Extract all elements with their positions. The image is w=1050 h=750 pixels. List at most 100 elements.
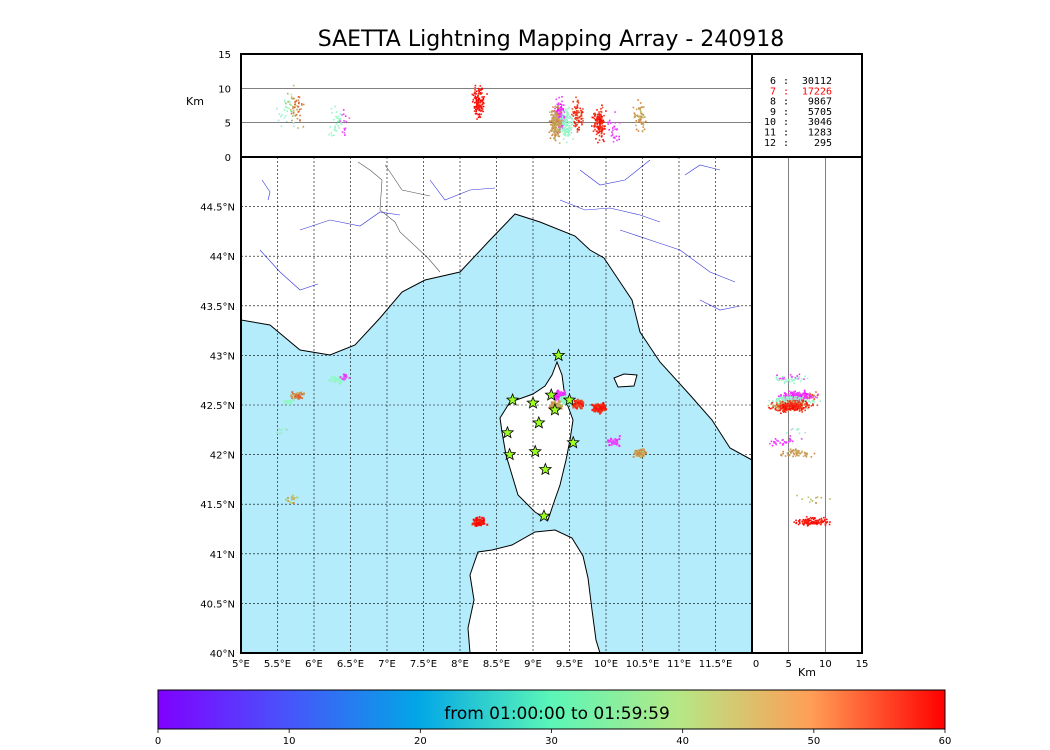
lightning-source-point — [551, 401, 554, 404]
lightning-source-point — [599, 405, 602, 408]
side-source-point — [790, 391, 792, 393]
side-source-point — [770, 403, 773, 406]
colorbar-tick-label: 30 — [545, 736, 558, 747]
side-source-point — [806, 452, 808, 455]
side-source-point — [794, 398, 796, 401]
side-source-point — [781, 396, 784, 399]
lightning-source-point — [593, 405, 596, 408]
stats-separator: : — [783, 76, 789, 87]
altitude-source-point — [551, 119, 554, 122]
lightning-source-point — [577, 399, 580, 402]
altitude-source-point — [478, 109, 481, 112]
altitude-source-point — [554, 118, 556, 121]
altitude-source-point — [599, 123, 601, 126]
altitude-source-point — [594, 124, 596, 126]
altitude-source-point — [481, 100, 483, 103]
altitude-source-point — [568, 134, 571, 136]
side-source-point — [797, 428, 800, 431]
lightning-source-point — [290, 400, 293, 403]
side-source-point — [780, 405, 782, 407]
altitude-source-point — [297, 111, 300, 113]
side-source-point — [789, 439, 792, 442]
side-source-point — [784, 401, 787, 404]
side-source-point — [805, 519, 807, 522]
side-source-point — [791, 440, 794, 443]
stats-separator: : — [783, 86, 789, 97]
lightning-source-point — [340, 381, 343, 384]
side-source-point — [793, 379, 796, 381]
altitude-source-point — [635, 119, 638, 122]
side-source-point — [811, 500, 814, 502]
side-source-point — [792, 401, 795, 403]
side-source-point — [816, 394, 819, 397]
side-source-point — [783, 392, 786, 394]
altitude-source-point — [635, 114, 638, 117]
altitude-source-point — [302, 103, 305, 106]
altitude-source-point — [596, 118, 599, 121]
side-source-point — [780, 393, 782, 396]
lightning-source-point — [294, 395, 297, 398]
lightning-source-point — [331, 376, 334, 379]
altitude-source-point — [290, 110, 292, 113]
side-source-point — [796, 454, 799, 457]
altitude-source-point — [641, 116, 644, 119]
altitude-source-point — [481, 103, 484, 106]
lightning-source-point — [574, 402, 577, 405]
lightning-source-point — [577, 403, 580, 406]
side-source-point — [779, 402, 782, 405]
lightning-source-point — [474, 523, 477, 526]
lon-tick-label: 7°E — [378, 659, 396, 670]
altitude-source-point — [559, 103, 562, 106]
side-source-point — [820, 519, 823, 522]
colorbar-tick-label: 10 — [283, 736, 296, 747]
side-source-point — [784, 455, 787, 457]
station-star-icon — [551, 348, 566, 362]
altitude-source-point — [475, 101, 478, 103]
altitude-source-point — [602, 119, 605, 122]
lightning-source-point — [555, 403, 558, 406]
side-source-point — [783, 407, 785, 409]
lon-tick-label: 6.5°E — [337, 659, 364, 670]
side-source-point — [782, 410, 784, 413]
altitude-source-point — [638, 118, 640, 121]
lightning-source-point — [640, 455, 643, 458]
side-source-point — [798, 407, 801, 410]
side-source-point — [795, 406, 798, 408]
lightning-source-point — [615, 439, 618, 442]
altitude-source-point — [294, 103, 296, 105]
altitude-source-point — [333, 129, 336, 131]
altitude-source-point — [565, 141, 568, 144]
altitude-source-point — [639, 109, 642, 112]
altitude-source-point — [557, 133, 559, 136]
lightning-source-point — [601, 405, 604, 408]
side-source-point — [789, 407, 792, 410]
altitude-source-point — [601, 128, 604, 130]
altitude-source-point — [600, 120, 602, 122]
side-source-point — [793, 405, 796, 407]
side-source-point — [789, 397, 792, 400]
altitude-source-point — [557, 116, 560, 118]
altitude-source-point — [343, 132, 346, 134]
altitude-source-point — [560, 112, 563, 114]
side-source-point — [784, 409, 786, 411]
altitude-source-point — [290, 112, 293, 115]
lightning-source-point — [481, 519, 484, 522]
side-source-point — [785, 407, 787, 410]
side-source-point — [828, 523, 831, 526]
lightning-source-point — [341, 377, 344, 380]
altitude-source-point — [573, 121, 576, 123]
side-source-point — [790, 450, 792, 453]
side-source-point — [785, 405, 787, 407]
side-source-point — [823, 516, 825, 519]
altitude-source-point — [559, 110, 561, 112]
side-source-point — [806, 522, 809, 525]
side-source-point — [823, 520, 825, 523]
station-star-icon — [500, 425, 515, 439]
side-source-point — [788, 454, 790, 457]
altitude-source-point — [592, 116, 594, 119]
altitude-source-point — [572, 115, 575, 117]
lightning-source-point — [592, 404, 595, 407]
lightning-source-point — [603, 407, 606, 410]
lightning-source-point — [555, 397, 558, 400]
altitude-source-point — [474, 91, 476, 94]
